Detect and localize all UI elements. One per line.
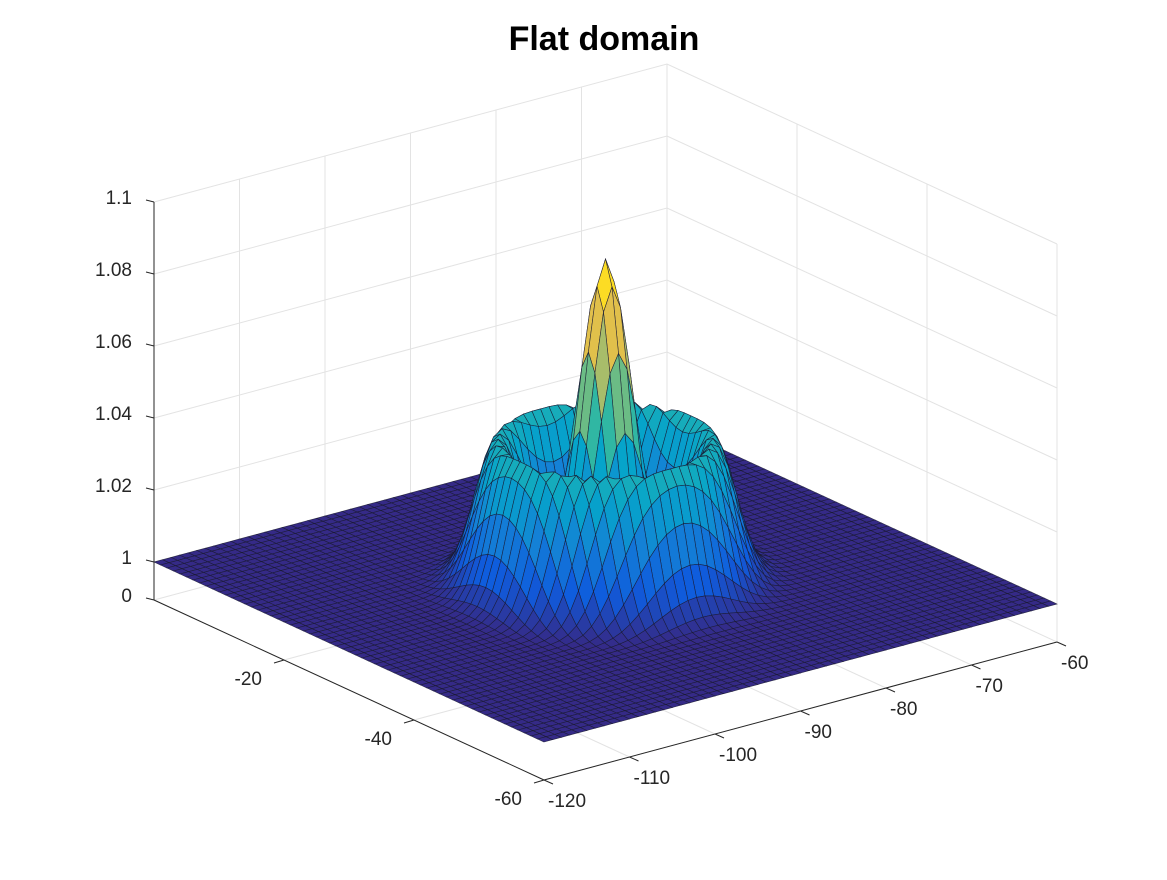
x-tick-label: -100 [719,745,757,766]
labels-layer: -120 -110 -100 -90 -80 -70 -60 -60 -40 -20 0 1 1.02 1… [95,188,1088,812]
y-tick-2 [273,659,285,664]
x-tick-3 [800,710,810,716]
wall-level-5 [153,63,1058,245]
z-tick-1 [145,559,155,563]
z-tick-3 [145,415,155,419]
axes-layer [145,199,1067,785]
z-tick-5 [145,271,155,275]
x-tick-4 [885,687,896,693]
y-axis-line [153,599,545,781]
y-tick-label: -60 [495,789,522,810]
x-tick-6 [1056,641,1067,647]
x-tick-label: -120 [548,791,586,812]
z-tick-6 [145,199,155,203]
x-tick-1 [629,756,639,762]
z-tick-label: 0 [121,586,132,607]
wall-level-3 [153,207,1058,389]
y-tick-label: -20 [235,669,262,690]
surface-layer [153,257,1058,743]
z-tick-label: 1 [121,548,132,569]
z-tick-label: 1.08 [95,260,132,281]
z-tick-4 [145,343,155,347]
x-tick-2 [714,733,725,739]
z-tick-0 [145,597,155,601]
y-tick-0 [533,779,545,784]
z-tick-label: 1.06 [95,332,132,353]
x-tick-label: -110 [634,768,671,789]
x-tick-0 [543,779,554,785]
x-tick-label: -80 [890,699,917,720]
surface-face [536,736,554,743]
x-tick-label: -60 [1061,653,1088,674]
y-tick-1 [403,719,415,724]
wall-level-4 [153,135,1058,317]
chart-title: Flat domain [509,20,700,58]
z-tick-label: 1.1 [106,188,132,209]
z-tick-label: 1.02 [95,476,132,497]
y-tick-label: -40 [365,729,392,750]
z-tick-label: 1.04 [95,404,132,425]
wall-level-1 [153,351,1058,533]
x-tick-5 [971,664,981,670]
z-tick-2 [145,487,155,491]
wall-level-2 [153,279,1058,461]
x-tick-label: -90 [805,722,832,743]
x-tick-label: -70 [976,676,1003,697]
